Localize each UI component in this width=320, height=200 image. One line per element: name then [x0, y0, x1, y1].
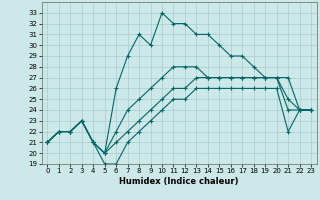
- X-axis label: Humidex (Indice chaleur): Humidex (Indice chaleur): [119, 177, 239, 186]
